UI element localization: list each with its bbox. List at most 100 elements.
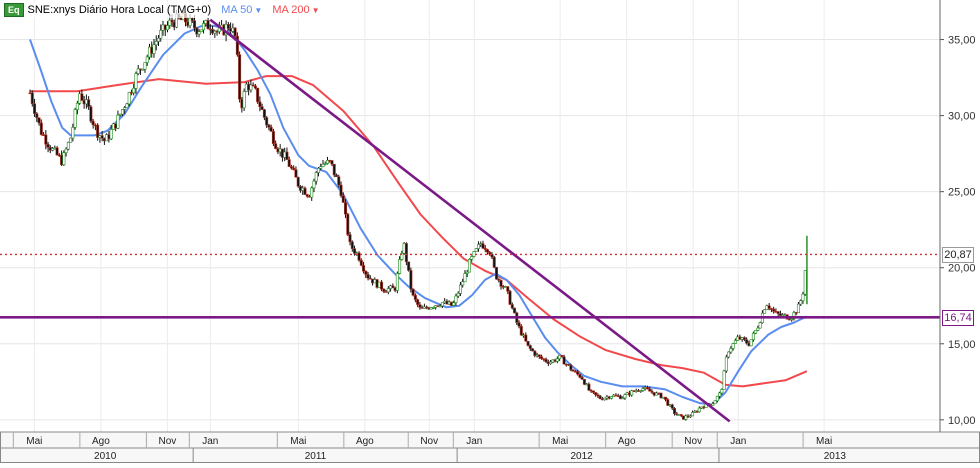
ma50-line [29, 24, 808, 406]
candle-body [623, 394, 627, 399]
candle-body [431, 307, 435, 309]
candle-body [580, 377, 584, 380]
candle-body [398, 259, 402, 274]
candle-body [305, 194, 309, 197]
x-tick-label: Nov [684, 436, 702, 447]
candle-body [168, 19, 172, 26]
candle-body [648, 388, 652, 392]
candle-body [567, 363, 571, 366]
candle-body [409, 270, 413, 290]
candle-body [465, 271, 469, 274]
candle-body [407, 261, 411, 271]
candle-body [118, 113, 122, 116]
candle-body [485, 249, 489, 253]
candle-body [569, 364, 573, 371]
x-tick-label: Mai [26, 436, 42, 447]
candle-body [458, 284, 462, 294]
candle-body [258, 101, 262, 108]
candle-body [287, 159, 291, 167]
candle-body [715, 396, 719, 402]
candle-body [195, 27, 199, 35]
candle-body [39, 122, 43, 135]
candle-body [659, 392, 663, 399]
candle-body [253, 85, 257, 89]
y-tick-label: 20,00 [948, 263, 976, 275]
candle-body [319, 166, 323, 169]
candle-body [188, 17, 192, 27]
candle-body [733, 340, 737, 344]
candle-body [380, 281, 384, 290]
candle-body [796, 303, 800, 314]
candle-body [285, 151, 289, 160]
candle-body [591, 390, 595, 393]
candle-body [382, 288, 386, 292]
equity-badge[interactable]: Eq [4, 3, 24, 17]
candle-body [731, 343, 735, 349]
chevron-down-icon[interactable]: ▼ [311, 5, 320, 15]
candle-body [310, 187, 314, 198]
candle-body [679, 414, 683, 417]
candle-body [332, 163, 336, 176]
candle-body [499, 280, 503, 287]
candle-body [330, 160, 334, 165]
candle-body [152, 44, 156, 54]
support-level-label: 16,74 [942, 310, 974, 326]
candle-body [141, 68, 145, 71]
candle-body [51, 148, 55, 151]
candle-body [120, 109, 124, 115]
candle-body [767, 305, 771, 309]
candle-body [190, 17, 194, 22]
trendlines[interactable] [0, 18, 940, 423]
candle-body [476, 244, 480, 249]
candle-body [156, 37, 160, 42]
candle-body [587, 383, 591, 391]
candle-body [238, 54, 242, 100]
ma50-series [29, 24, 808, 406]
candle-body [80, 93, 84, 101]
candle-body [618, 395, 622, 400]
y-tick-label: 35,00 [948, 35, 976, 47]
candle-body [265, 117, 269, 126]
candle-body [289, 166, 293, 169]
diagonal-resistance-line[interactable] [209, 18, 731, 423]
candle-body [470, 256, 474, 260]
legend-ma50-label: MA 50 [221, 4, 253, 16]
candle-body [666, 399, 670, 406]
candle-body [790, 318, 794, 321]
candle-body [472, 251, 476, 257]
candle-body [404, 243, 408, 263]
candle-body [202, 23, 206, 31]
candle-body [30, 92, 34, 105]
candle-body [335, 174, 339, 178]
candle-body [251, 84, 255, 87]
candle-body [87, 99, 91, 108]
candle-body [75, 103, 79, 110]
candle-body [495, 266, 499, 280]
candle-body [134, 73, 138, 89]
candle-body [517, 322, 521, 327]
y-tick-label: 15,00 [948, 339, 976, 351]
candle-body [413, 294, 417, 300]
candle-body [528, 345, 532, 350]
chevron-down-icon[interactable]: ▼ [254, 5, 263, 15]
candle-body [488, 251, 492, 255]
candle-body [801, 293, 805, 302]
symbol-title[interactable]: SNE:xnys Diário Hora Local (TMG+0) [27, 4, 212, 16]
candle-body [673, 407, 677, 414]
candle-body [386, 288, 390, 293]
candle-body [37, 117, 41, 124]
candle-body [312, 180, 316, 189]
candle-body [44, 134, 48, 145]
year-label: 2010 [94, 451, 117, 462]
legend-ma200[interactable]: MA 200 ▼ [272, 4, 319, 16]
legend-ma50[interactable]: MA 50 ▼ [221, 4, 262, 16]
candle-body [452, 302, 456, 306]
candle-body [416, 299, 420, 305]
candle-body [96, 124, 100, 138]
candle-body [650, 390, 654, 393]
price-series [28, 9, 808, 421]
candle-body [274, 143, 278, 149]
candle-body [159, 30, 163, 39]
